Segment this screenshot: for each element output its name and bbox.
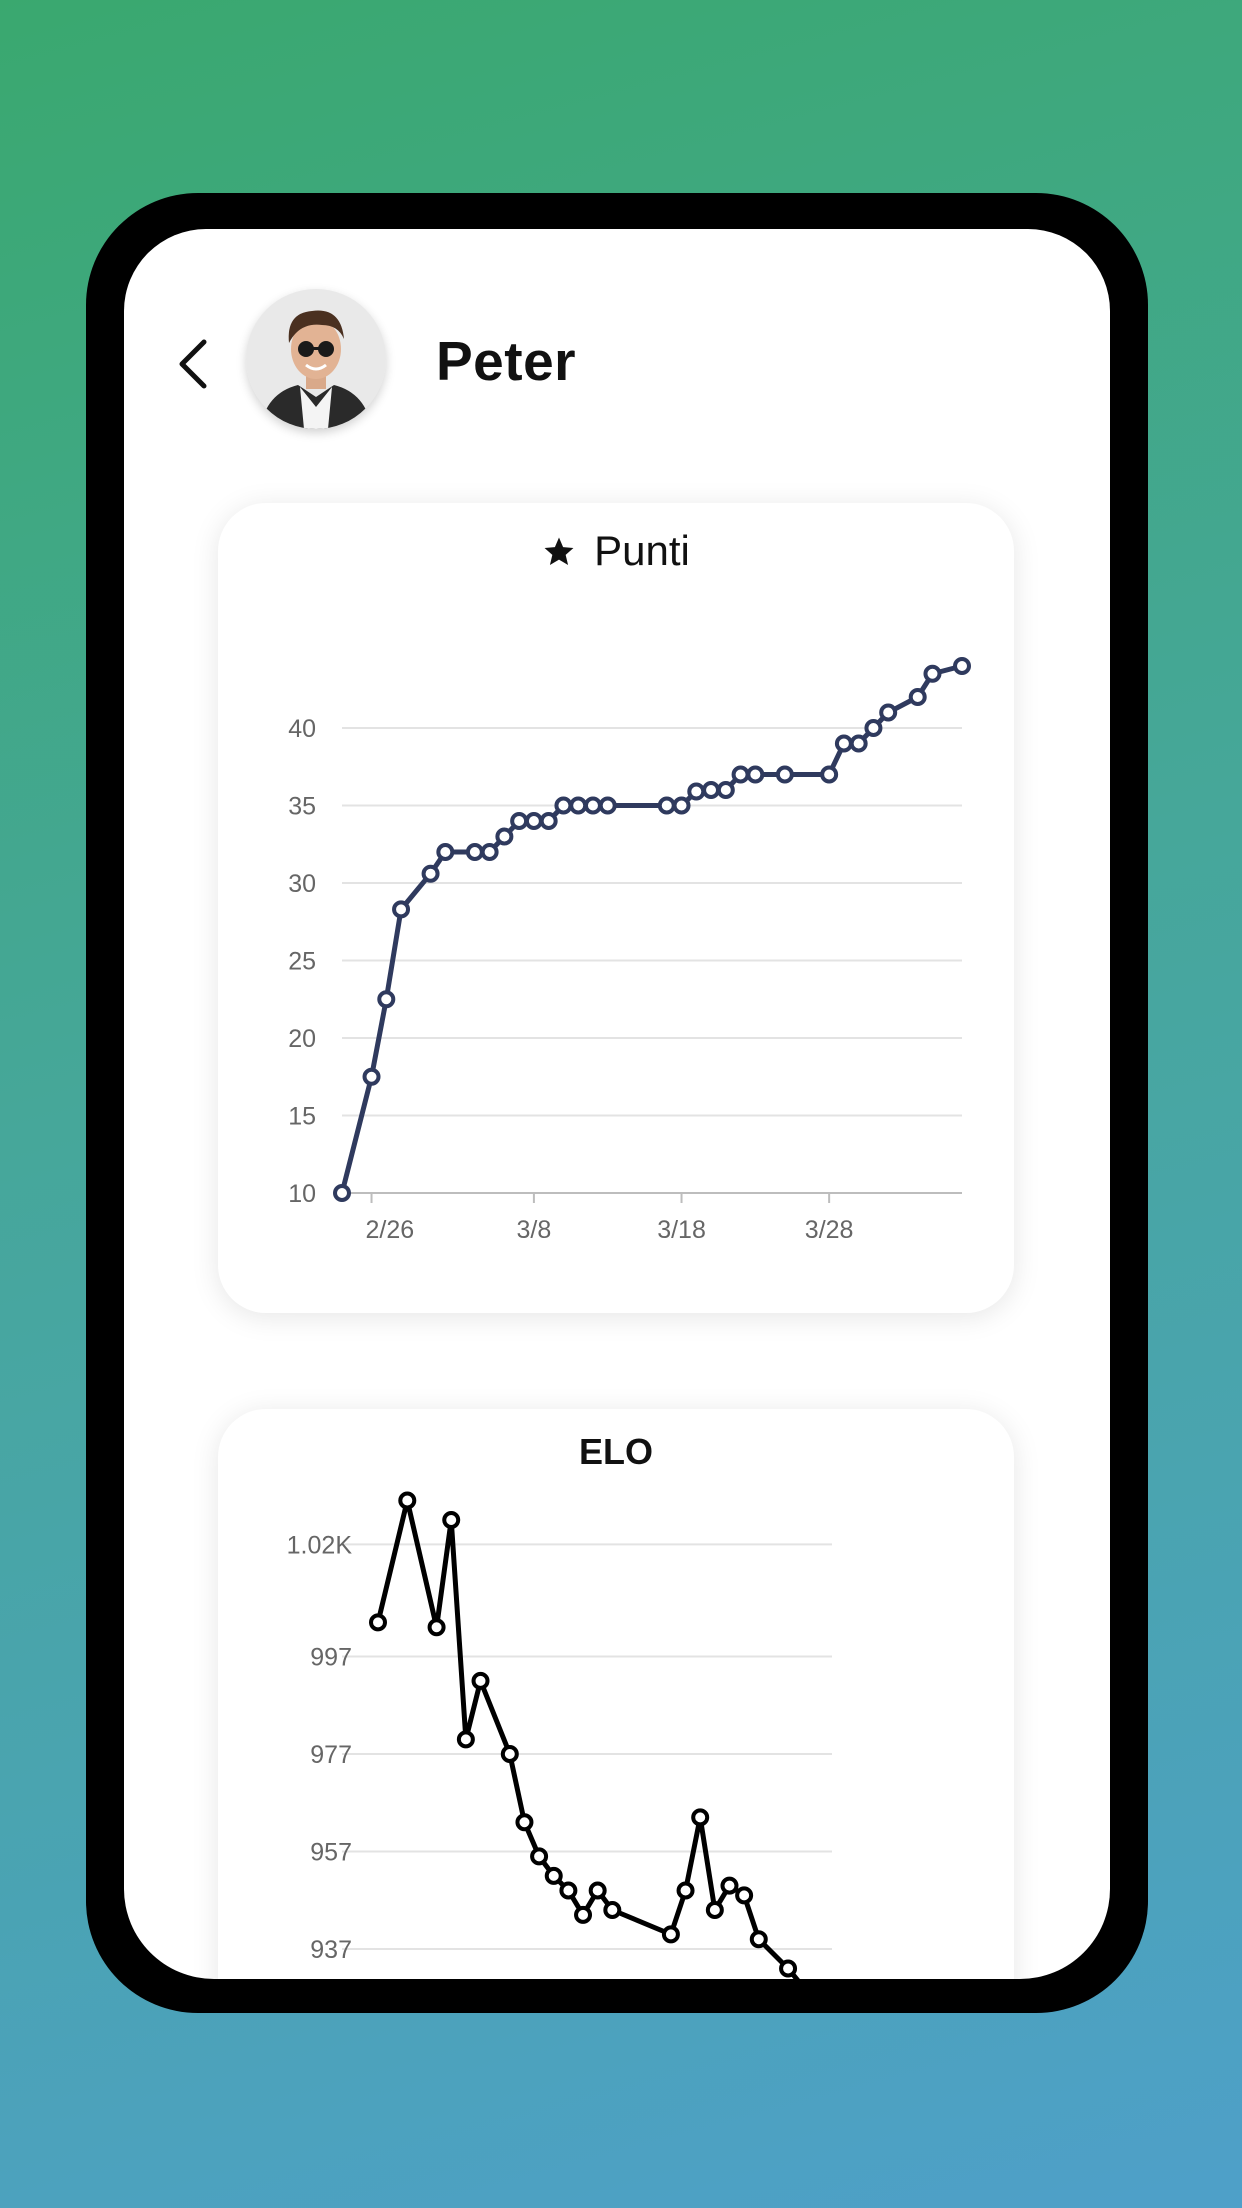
data-point [588, 1881, 607, 1900]
x-tick-label: 3/8 [517, 1216, 552, 1244]
data-point [392, 900, 411, 919]
data-point [583, 796, 602, 815]
data-point [574, 1905, 593, 1924]
star-icon [544, 537, 574, 566]
data-point [510, 812, 529, 830]
data-point [421, 864, 440, 883]
x-tick-label: 2/26 [366, 1216, 415, 1244]
elo-chart-title: ELO [578, 1431, 653, 1472]
data-point [539, 812, 558, 830]
data-point [442, 1511, 461, 1529]
data-point [720, 1876, 739, 1895]
punti-chart-card: Punti 10 15 20 25 30 35 40 2/26 3/8 3/18 3/28 [218, 503, 1014, 1313]
data-point [735, 1886, 754, 1905]
punti-chart: 10 15 20 25 30 35 40 2/26 3/8 3/18 3/28 [288, 657, 971, 1244]
data-point [657, 796, 676, 815]
back-button[interactable] [164, 329, 224, 399]
chevron-left-icon [179, 339, 207, 389]
app-screen: Peter Punti 10 15 20 25 30 35 40 2/26 3/8 3/18 3/2… [124, 229, 1110, 1979]
data-point [465, 843, 484, 861]
data-point [849, 734, 868, 753]
data-point [864, 719, 883, 737]
data-point [702, 781, 721, 799]
y-tick-label: 25 [288, 948, 316, 976]
x-tick-label: 3/28 [805, 1216, 854, 1244]
data-point [676, 1881, 695, 1900]
punti-chart-title: Punti [218, 527, 1014, 575]
user-name: Peter [436, 330, 577, 392]
data-point [559, 1881, 578, 1900]
profile-header: Peter [124, 229, 1110, 469]
data-point [544, 1866, 563, 1885]
data-point [879, 703, 898, 722]
data-point [731, 765, 750, 784]
data-point [603, 1901, 622, 1919]
y-tick-label: 1.02K [287, 1531, 353, 1559]
data-point [716, 781, 735, 799]
elo-chart-card: ELO 937 957 977 997 1.02K [218, 1409, 1014, 1979]
data-point [524, 812, 543, 830]
data-point [377, 990, 396, 1009]
data-point [746, 765, 765, 784]
y-tick-label: 957 [310, 1839, 352, 1867]
data-point [661, 1925, 680, 1944]
data-point [333, 1184, 351, 1202]
series-line [339, 663, 963, 1194]
data-point [471, 1671, 490, 1690]
x-tick-label: 3/18 [657, 1216, 706, 1244]
y-tick-label: 40 [288, 715, 316, 743]
data-point [953, 657, 971, 675]
elo-chart: 937 957 977 997 1.02K [287, 1491, 832, 1979]
data-point [495, 827, 514, 846]
data-point [705, 1901, 724, 1919]
data-point [691, 1808, 710, 1827]
data-point [398, 1491, 417, 1510]
y-tick-label: 35 [288, 793, 316, 821]
avatar[interactable] [246, 289, 386, 429]
data-point [923, 664, 942, 683]
data-point [427, 1618, 446, 1637]
data-point [672, 796, 691, 815]
y-tick-label: 977 [310, 1741, 352, 1769]
data-point [436, 843, 455, 861]
data-point [820, 765, 839, 784]
data-point [749, 1930, 768, 1949]
data-point [834, 734, 853, 753]
data-point [515, 1813, 534, 1832]
data-point [779, 1959, 798, 1978]
data-point [456, 1730, 475, 1749]
phone-frame: Peter Punti 10 15 20 25 30 35 40 2/26 3/8 3/18 3/2… [86, 193, 1148, 2013]
data-point [500, 1745, 519, 1763]
punti-title-text: Punti [594, 527, 690, 574]
data-point [362, 1067, 381, 1086]
y-tick-label: 10 [288, 1180, 316, 1208]
data-point [480, 843, 499, 861]
data-point [554, 796, 573, 815]
data-point [687, 782, 706, 801]
y-tick-label: 30 [288, 870, 316, 898]
data-point [598, 796, 617, 815]
y-tick-label: 997 [310, 1644, 352, 1672]
data-point [569, 796, 588, 815]
data-point [369, 1613, 387, 1632]
data-point [530, 1847, 549, 1866]
data-point [908, 688, 927, 706]
y-tick-label: 20 [288, 1025, 316, 1053]
y-tick-label: 15 [288, 1103, 316, 1131]
data-point [775, 765, 794, 784]
y-tick-label: 937 [310, 1936, 352, 1964]
